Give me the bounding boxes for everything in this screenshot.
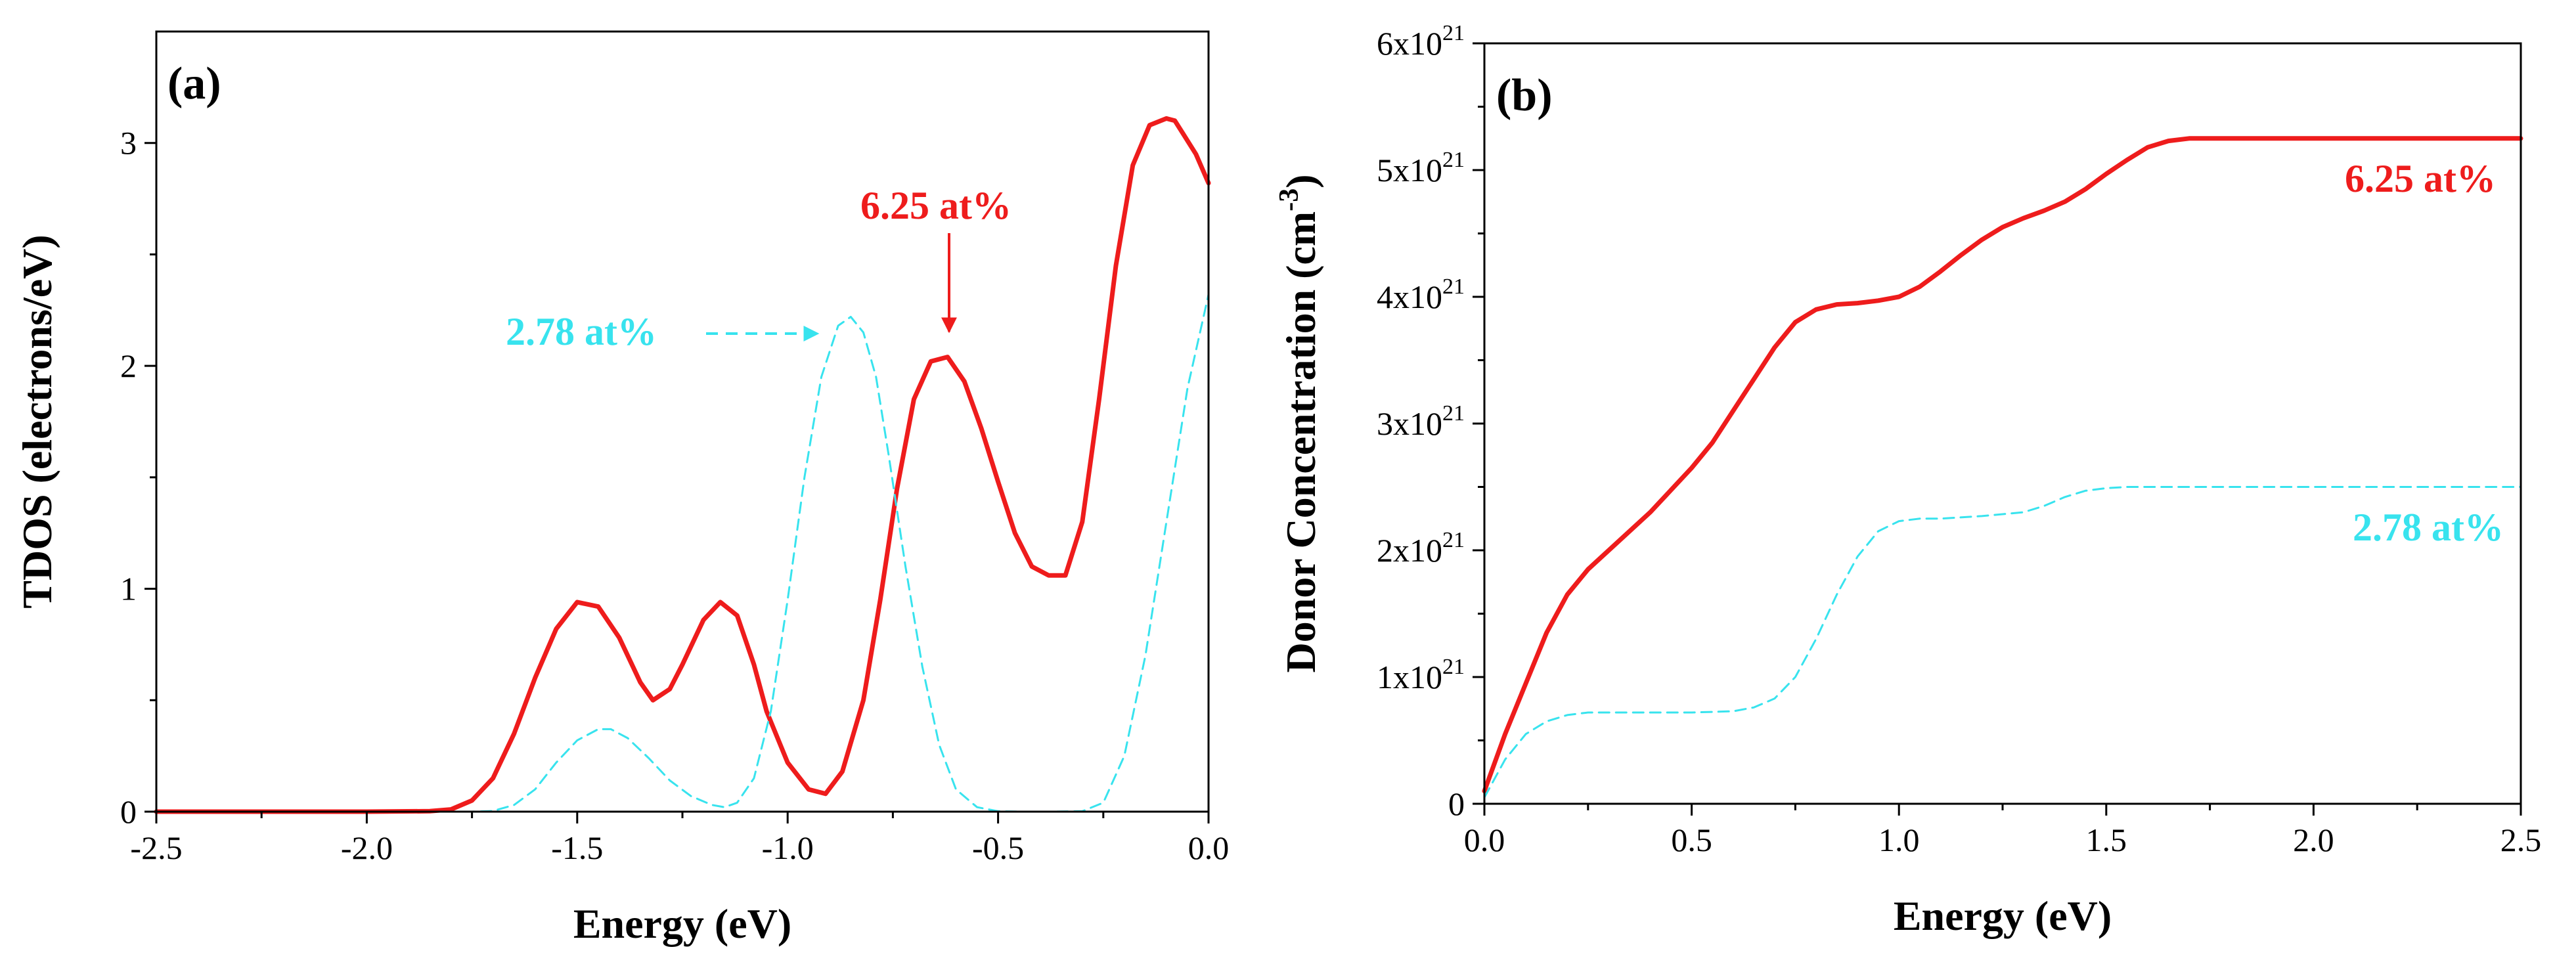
panel-b-x-tick-label: 2.0	[2293, 822, 2334, 858]
panel-b-donor-concentration-chart: 0.0 0.5 1.0 1.5 2.0 2.5 0 1x1021 2x1021 3x1021 4x1…	[1274, 21, 2541, 939]
panel-a-y-tick-label: 0	[120, 793, 137, 830]
panel-a-x-tick-label: -2.0	[341, 829, 393, 866]
panel-b-x-tick-label: 1.5	[2086, 822, 2127, 858]
panel-b-series-6-25-at-	[1482, 136, 2523, 794]
panel-b-label: (b)	[1496, 70, 1553, 121]
panel-a-annotation-6.25: 6.25 at%	[860, 184, 1011, 227]
panel-b-y-tick-label: 3x1021	[1377, 401, 1465, 442]
panel-b-annotation-2.78: 2.78 at%	[2353, 506, 2504, 549]
panel-b-y-tick-label: 0	[1448, 785, 1465, 822]
panel-a-label: (a)	[167, 58, 221, 109]
panel-a-x-axis-label: Energy (eV)	[573, 900, 791, 947]
panel-b-axes-frame	[1483, 42, 2522, 805]
panel-b-y-tick-label: 4x1021	[1377, 274, 1465, 315]
panel-b-y-tick-label: 2x1021	[1377, 528, 1465, 569]
panel-a-y-axis-label: TDOS (electrons/eV)	[14, 234, 60, 608]
panel-a-x-tick-label: -1.0	[762, 829, 814, 866]
panel-b-x-tick-label: 1.0	[1878, 822, 1920, 858]
panel-a-series-2-78-at-	[155, 294, 1210, 813]
panel-b-x-tick-label: 0.0	[1464, 822, 1505, 858]
panel-a-x-tick-label: 0.0	[1188, 829, 1230, 866]
panel-b-y-axis-label-superscript: -3	[1274, 188, 1304, 211]
panel-b-y-axis-label: Donor Concentration (cm-3)	[1274, 174, 1324, 672]
panel-a-x-tick-label: -1.5	[551, 829, 603, 866]
panel-b-x-tick-label: 0.5	[1671, 822, 1712, 858]
panel-a-annotation-2.78: 2.78 at%	[506, 310, 657, 353]
panel-b-annotation-6.25: 6.25 at%	[2345, 157, 2496, 200]
panel-a-series-6-25-at-	[154, 116, 1211, 814]
panel-a-x-tick-label: -2.5	[130, 829, 182, 866]
panel-b-x-axis-label: Energy (eV)	[1894, 892, 2112, 939]
panel-a-y-tick-label: 2	[120, 347, 137, 384]
panel-b-y-axis-label-main: Donor Concentration (cm	[1277, 211, 1324, 673]
panel-b-y-axis-label-close: )	[1277, 174, 1324, 188]
panel-a-tdos-chart: -2.5 -2.0 -1.5 -1.0 -0.5 0.0 0 1 2 3 (a) 6.25 at%…	[14, 30, 1230, 947]
panel-b-x-tick-label: 2.5	[2500, 822, 2542, 858]
panel-b-y-tick-label: 5x1021	[1377, 148, 1465, 188]
panel-b-y-tick-label: 6x1021	[1377, 21, 1465, 62]
panel-a-y-tick-label: 3	[120, 125, 137, 162]
panel-a-y-tick-label: 1	[120, 571, 137, 607]
panel-a-x-tick-label: -0.5	[972, 829, 1024, 866]
panel-b-series-2-78-at-	[1483, 486, 2522, 799]
panel-b-y-tick-label: 1x1021	[1377, 655, 1465, 695]
panel-a-axes-frame	[155, 30, 1210, 813]
